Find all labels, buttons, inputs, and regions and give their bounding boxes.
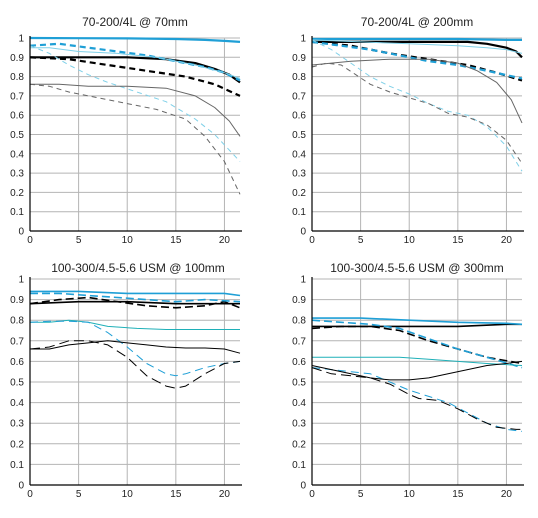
y-tick-label: 0.9 — [10, 53, 24, 64]
y-tick-label: 0.2 — [10, 439, 24, 450]
x-tick-label: 5 — [358, 489, 364, 500]
x-tick-label: 0 — [309, 235, 315, 246]
y-tick-label: 0.5 — [292, 130, 306, 141]
series-line-3 — [29, 36, 241, 43]
x-tick-label: 5 — [358, 235, 364, 246]
series-line-6 — [29, 320, 241, 377]
chart-title: 70-200/4L @ 200mm — [361, 15, 473, 29]
y-tick-label: 0.4 — [10, 398, 24, 409]
x-tick-label: 15 — [170, 489, 182, 500]
series-line-3 — [312, 317, 523, 326]
series-line-5 — [312, 356, 523, 366]
x-tick-label: 20 — [501, 489, 513, 500]
y-tick-label: 0.6 — [10, 357, 24, 368]
y-tick-label: 0.5 — [10, 378, 24, 389]
chart-title: 100-300/4.5-5.6 USM @ 100mm — [51, 261, 225, 275]
y-tick-label: 1 — [300, 275, 306, 286]
y-tick-label: 0.8 — [292, 72, 306, 83]
y-tick-label: 0 — [300, 481, 306, 492]
x-tick-label: 10 — [404, 489, 416, 500]
x-tick-label: 20 — [501, 235, 513, 246]
series-line-8 — [29, 340, 241, 389]
series-line-4 — [311, 40, 523, 80]
y-tick-label: 0.5 — [292, 378, 306, 389]
y-tick-label: 0.4 — [292, 398, 306, 409]
x-tick-label: 10 — [122, 235, 134, 246]
x-tick-label: 5 — [76, 235, 82, 246]
x-tick-label: 15 — [452, 235, 464, 246]
x-tick-label: 20 — [219, 235, 231, 246]
y-tick-label: 0.9 — [292, 53, 306, 64]
y-tick-label: 1 — [18, 34, 24, 45]
y-tick-label: 0.2 — [292, 439, 306, 450]
y-tick-label: 0.8 — [10, 316, 24, 327]
series-line-2 — [29, 296, 241, 309]
series-line-3 — [312, 37, 522, 42]
series-line-4 — [30, 292, 241, 303]
y-tick-label: 0.6 — [292, 357, 306, 368]
series-line-8 — [29, 83, 241, 195]
series-line-7 — [311, 58, 523, 124]
y-tick-label: 0.3 — [292, 169, 306, 180]
x-tick-label: 15 — [452, 489, 464, 500]
y-tick-label: 0.9 — [292, 295, 306, 306]
x-tick-label: 10 — [122, 489, 134, 500]
x-tick-label: 0 — [27, 489, 33, 500]
x-tick-label: 5 — [76, 489, 82, 500]
y-tick-label: 0.5 — [10, 130, 24, 141]
y-tick-label: 0.6 — [292, 111, 306, 122]
y-tick-label: 0.3 — [10, 169, 24, 180]
chart-3: 100-300/4.5-5.6 USM @ 100mm 0 0.1 0.2 0.3 0.4… — [10, 261, 242, 500]
series-line-5 — [30, 47, 241, 79]
y-tick-label: 0.3 — [292, 419, 306, 430]
y-tick-label: 0.6 — [10, 111, 24, 122]
y-tick-label: 0.1 — [10, 207, 24, 218]
y-tick-label: 0.1 — [292, 460, 306, 471]
series-line-6 — [29, 45, 241, 162]
chart-title: 100-300/4.5-5.6 USM @ 300mm — [330, 261, 504, 275]
y-tick-label: 0.7 — [292, 91, 306, 102]
series-line-1 — [29, 300, 240, 305]
series-line-7 — [311, 360, 523, 381]
y-tick-label: 1 — [18, 275, 24, 286]
y-tick-label: 0 — [18, 227, 24, 238]
y-tick-label: 0.7 — [10, 336, 24, 347]
y-tick-label: 0.1 — [10, 460, 24, 471]
y-tick-label: 1 — [300, 34, 306, 45]
y-tick-label: 0.2 — [10, 188, 24, 199]
series-line-3 — [30, 290, 241, 297]
chart-4: 100-300/4.5-5.6 USM @ 300mm 0 0.1 0.2 0.3 0.4… — [292, 261, 524, 500]
x-tick-label: 0 — [309, 489, 315, 500]
series-line-6 — [311, 367, 523, 432]
series-line-6 — [311, 39, 523, 172]
y-tick-label: 0 — [300, 227, 306, 238]
chart-2: 70-200/4L @ 200mm 0 0.1 0.2 0.3 0.4 0.5 0.6 0.7 0… — [292, 15, 524, 246]
series-line-7 — [30, 340, 241, 354]
y-tick-label: 0.4 — [10, 149, 24, 160]
series-line-5 — [311, 39, 523, 54]
y-tick-label: 0.3 — [10, 419, 24, 430]
x-tick-label: 15 — [170, 235, 182, 246]
series-line-7 — [30, 83, 241, 137]
series-line-4 — [311, 319, 523, 369]
y-tick-label: 0.4 — [292, 149, 306, 160]
series-line-8 — [311, 367, 522, 430]
y-tick-label: 0.8 — [10, 72, 24, 83]
y-tick-label: 0.8 — [292, 316, 306, 327]
chart-title: 70-200/4L @ 70mm — [82, 15, 188, 29]
series-line-8 — [311, 62, 523, 164]
y-tick-label: 0.2 — [292, 188, 306, 199]
y-tick-label: 0.7 — [292, 336, 306, 347]
y-tick-label: 0 — [18, 481, 24, 492]
x-tick-label: 20 — [219, 489, 231, 500]
x-tick-label: 0 — [27, 235, 33, 246]
y-tick-label: 0.1 — [292, 207, 306, 218]
y-tick-label: 0.9 — [10, 295, 24, 306]
y-tick-label: 0.7 — [10, 91, 24, 102]
chart-1: 70-200/4L @ 70mm 0 0.1 0.2 0.3 0.4 0.5 0.6 0.7 0.… — [10, 15, 242, 246]
x-tick-label: 10 — [404, 235, 416, 246]
